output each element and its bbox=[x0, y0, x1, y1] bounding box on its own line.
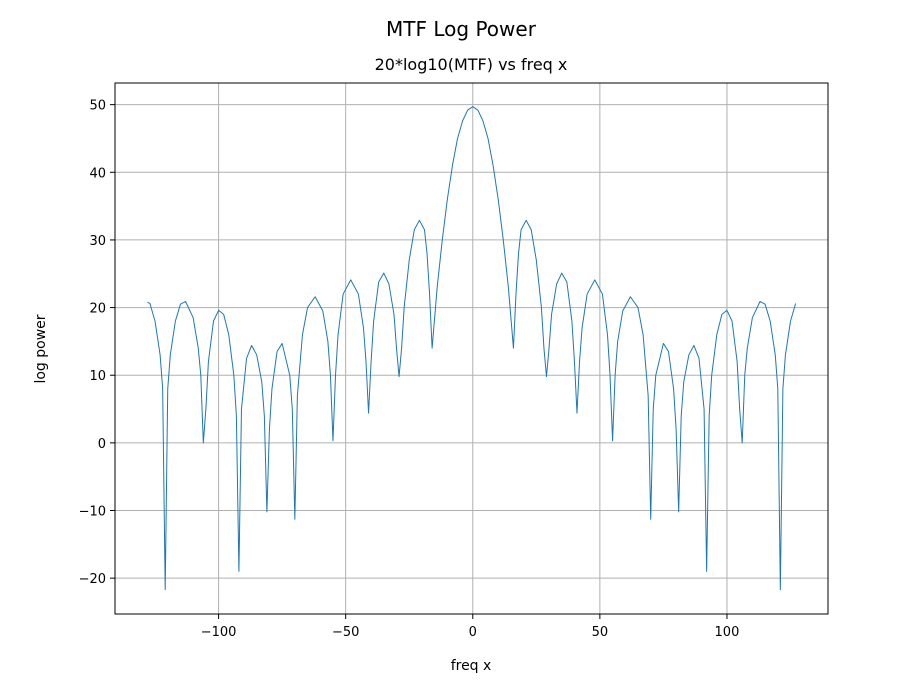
y-tick-label: 30 bbox=[89, 234, 106, 249]
x-tick-label: −100 bbox=[201, 625, 237, 640]
y-tick-label: −10 bbox=[79, 505, 106, 520]
x-tick-label: 0 bbox=[469, 625, 477, 640]
chart-subtitle: 20*log10(MTF) vs freq x bbox=[375, 55, 568, 74]
y-tick-label: 0 bbox=[98, 437, 106, 452]
x-tick-label: 100 bbox=[715, 625, 740, 640]
plot-frame bbox=[114, 82, 829, 615]
y-tick-label: 10 bbox=[89, 369, 106, 384]
y-tick-label: 50 bbox=[89, 99, 106, 114]
y-axis-label: log power bbox=[33, 314, 49, 383]
y-tick-label: −20 bbox=[79, 572, 106, 587]
x-tick-label: 50 bbox=[592, 625, 609, 640]
x-tick-label: −50 bbox=[332, 625, 359, 640]
x-axis-label: freq x bbox=[451, 658, 492, 674]
chart-title: MTF Log Power bbox=[386, 17, 537, 41]
data-line bbox=[147, 106, 797, 591]
y-tick-label: 20 bbox=[89, 302, 106, 317]
y-tick-label: 40 bbox=[89, 166, 106, 181]
